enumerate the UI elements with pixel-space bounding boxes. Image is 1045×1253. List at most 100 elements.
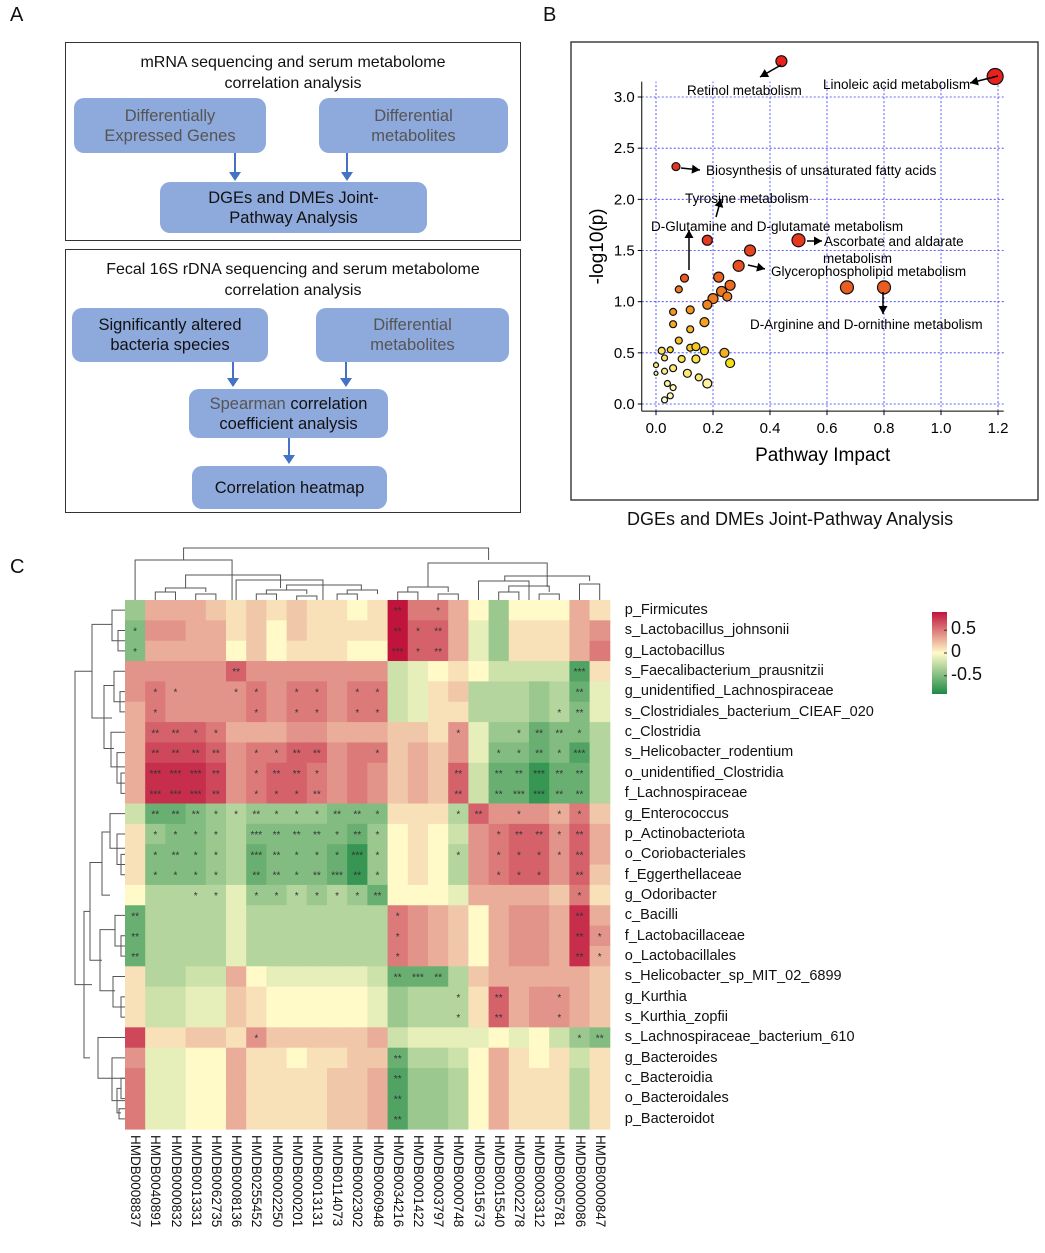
significance-mark: * xyxy=(497,749,501,760)
heatmap-cell xyxy=(125,742,146,764)
significance-mark: * xyxy=(557,830,561,841)
heatmap-cell xyxy=(367,925,389,947)
heatmap-column-label: HMDB0000201 xyxy=(289,1135,305,1228)
heatmap-cell xyxy=(286,661,308,682)
significance-mark: * xyxy=(376,688,380,699)
heatmap-cell xyxy=(347,905,368,927)
heatmap-cell xyxy=(367,823,389,845)
significance-mark: ** xyxy=(172,850,180,861)
heatmap-cell xyxy=(165,945,187,967)
heatmap-cell xyxy=(569,600,591,621)
significance-mark: *** xyxy=(170,769,182,780)
heatmap-cell xyxy=(488,681,510,703)
heatmap-cell xyxy=(407,884,429,906)
heatmap-cell xyxy=(226,945,247,967)
heatmap-cell xyxy=(589,986,611,1008)
significance-mark: * xyxy=(497,830,501,841)
significance-mark: ** xyxy=(273,830,281,841)
legend-colorbar xyxy=(932,612,947,694)
heatmap-cell xyxy=(407,1088,429,1110)
heatmap-cell xyxy=(165,925,187,947)
significance-mark: ** xyxy=(252,810,260,821)
heatmap-cell xyxy=(549,742,570,764)
heatmap-cell xyxy=(407,1007,429,1028)
significance-mark: * xyxy=(295,891,299,902)
annotation-arrowhead xyxy=(970,76,979,86)
flow-arrow-4 xyxy=(340,362,352,387)
significance-mark: ** xyxy=(252,871,260,882)
heatmap-cell xyxy=(367,640,389,662)
heatmap-cell xyxy=(306,1068,328,1089)
heatmap-cell xyxy=(205,1007,227,1028)
significance-mark: * xyxy=(578,810,582,821)
significance-mark: * xyxy=(376,850,380,861)
panel-label-c: C xyxy=(10,556,25,578)
flowchart-top-box: mRNA sequencing and serum metabolome cor… xyxy=(65,42,521,241)
pathway-annotation: Biosynthesis of unsaturated fatty acids xyxy=(706,163,937,178)
heatmap-row-label: o_Coriobacteriales xyxy=(624,846,746,863)
heatmap-cell xyxy=(185,1108,207,1130)
heatmap-cell xyxy=(448,905,469,927)
heatmap-column-label: HMDB0015540 xyxy=(491,1135,507,1228)
heatmap-cell xyxy=(367,1068,389,1089)
heatmap-cell xyxy=(327,925,348,947)
pathway-point xyxy=(839,280,855,295)
heatmap-cell xyxy=(266,803,288,825)
heatmap-cell xyxy=(529,844,550,866)
row-dendrogram-branch xyxy=(112,975,125,1008)
heatmap-cell xyxy=(327,966,348,988)
heatmap-cell xyxy=(569,1108,591,1130)
significance-mark: ** xyxy=(576,952,584,963)
heatmap-cell xyxy=(165,600,187,621)
heatmap-cell xyxy=(347,1068,368,1089)
heatmap-cell xyxy=(125,823,146,845)
heatmap-cell xyxy=(448,600,469,621)
heatmap-row-label: f_Eggerthellaceae xyxy=(624,866,742,883)
heatmap-cell xyxy=(387,762,409,784)
heatmap-cell xyxy=(125,986,146,1008)
heatmap-cell xyxy=(428,884,449,906)
heatmap-cell xyxy=(205,966,227,988)
heatmap-cell xyxy=(569,966,591,988)
heatmap-cell xyxy=(246,884,267,906)
pathway-point xyxy=(652,362,660,369)
heatmap-cell xyxy=(387,803,409,825)
heatmap-cell xyxy=(468,1108,490,1130)
heatmap-column-label: HMDB0002250 xyxy=(269,1135,285,1228)
significance-mark: ** xyxy=(212,789,220,800)
heatmap-cell xyxy=(407,905,429,927)
significance-mark: ** xyxy=(535,830,543,841)
heatmap-cell xyxy=(569,661,591,682)
heatmap-cell xyxy=(407,1068,429,1089)
heatmap-cell xyxy=(226,986,247,1008)
heatmap-cell xyxy=(226,966,247,988)
row-dendrogram-branch xyxy=(114,914,125,947)
heatmap-cell xyxy=(145,640,166,662)
heatmap-cell xyxy=(367,701,389,723)
significance-mark: ** xyxy=(212,769,220,780)
heatmap-cell xyxy=(549,905,570,927)
heatmap-cell xyxy=(347,945,368,967)
heatmap-cell xyxy=(549,864,570,886)
significance-mark: ** xyxy=(374,891,382,902)
heatmap-cell xyxy=(529,1007,550,1028)
significance-mark: ** xyxy=(394,972,402,983)
heatmap-cell xyxy=(508,884,530,906)
heatmap-cell xyxy=(327,762,348,784)
column-dendrogram-branch xyxy=(407,586,449,592)
significance-mark: * xyxy=(315,688,319,699)
heatmap-column-label: HMDB0034216 xyxy=(390,1135,406,1228)
y-tick-label: 3.0 xyxy=(614,89,635,106)
heatmap-cell xyxy=(145,844,166,866)
heatmap-cell xyxy=(165,661,187,682)
heatmap-cell xyxy=(488,600,510,621)
heatmap-cell xyxy=(508,844,530,866)
heatmap-cell xyxy=(488,884,510,906)
heatmap-cell xyxy=(205,986,227,1008)
heatmap-cell xyxy=(286,640,308,662)
heatmap-row-label: g_Bacteroides xyxy=(624,1049,718,1066)
significance-mark: * xyxy=(295,810,299,821)
heatmap-column-label: HMDB0000832 xyxy=(168,1135,184,1228)
significance-mark: * xyxy=(598,932,602,943)
heatmap-cell xyxy=(407,823,429,845)
